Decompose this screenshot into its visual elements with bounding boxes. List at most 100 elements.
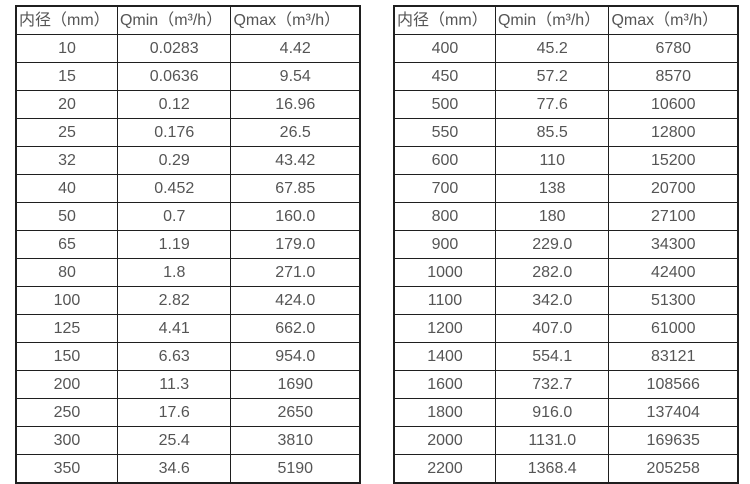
table-cell: 1200 (393, 314, 496, 343)
table-cell: 26.5 (230, 118, 361, 147)
table-cell: 2200 (393, 454, 496, 484)
table-cell: 0.7 (116, 202, 232, 231)
table-cell: 1.19 (116, 230, 232, 259)
column-header: 内径（mm） (393, 5, 496, 35)
table-cell: 179.0 (230, 230, 361, 259)
table-row: 250 17.6 2650 (15, 398, 361, 427)
table-cell: 916.0 (494, 398, 610, 427)
table-row: 2200 1368.4 205258 (393, 454, 739, 484)
table-cell: 800 (393, 202, 496, 231)
table-cell: 6.63 (116, 342, 232, 371)
table-row: 1400 554.1 83121 (393, 342, 739, 371)
table-row: 200 11.3 1690 (15, 370, 361, 399)
table-cell: 138 (494, 174, 610, 203)
table-cell: 27100 (608, 202, 739, 231)
table-row: 600 110 15200 (393, 146, 739, 175)
table-cell: 125 (15, 314, 118, 343)
table-row: 2000 1131.0 169635 (393, 426, 739, 455)
table-cell: 25.4 (116, 426, 232, 455)
table-cell: 16.96 (230, 90, 361, 119)
table-cell: 732.7 (494, 370, 610, 399)
table-cell: 80 (15, 258, 118, 287)
table-cell: 15 (15, 62, 118, 91)
table-cell: 700 (393, 174, 496, 203)
table-cell: 65 (15, 230, 118, 259)
table-row: 40 0.452 67.85 (15, 174, 361, 203)
table-row: 50 0.7 160.0 (15, 202, 361, 231)
table-row: 500 77.6 10600 (393, 90, 739, 119)
table-cell: 32 (15, 146, 118, 175)
table-cell: 180 (494, 202, 610, 231)
table-cell: 2000 (393, 426, 496, 455)
table-cell: 1600 (393, 370, 496, 399)
table-cell: 1000 (393, 258, 496, 287)
table-cell: 50 (15, 202, 118, 231)
table-cell: 5190 (230, 454, 361, 484)
table-cell: 2650 (230, 398, 361, 427)
table-cell: 550 (393, 118, 496, 147)
table-row: 15 0.0636 9.54 (15, 62, 361, 91)
table-cell: 57.2 (494, 62, 610, 91)
table-cell: 300 (15, 426, 118, 455)
table-cell: 10600 (608, 90, 739, 119)
table-cell: 4.41 (116, 314, 232, 343)
table-body: 400 45.2 6780 450 57.2 8570 500 77.6 10600 550 85.… (393, 34, 739, 484)
table-row: 1800 916.0 137404 (393, 398, 739, 427)
table-cell: 250 (15, 398, 118, 427)
table-cell: 83121 (608, 342, 739, 371)
table-cell: 61000 (608, 314, 739, 343)
flow-range-table-small-diameters: 内径（mm） Qmin（m³/h） Qmax（m³/h） 10 0.0283 4.42 15… (15, 5, 361, 484)
column-header: Qmin（m³/h） (116, 5, 232, 35)
table-row: 10 0.0283 4.42 (15, 34, 361, 63)
table-cell: 282.0 (494, 258, 610, 287)
table-header: 内径（mm） Qmin（m³/h） Qmax（m³/h） (15, 5, 361, 35)
table-cell: 4.42 (230, 34, 361, 63)
table-cell: 17.6 (116, 398, 232, 427)
table-cell: 424.0 (230, 286, 361, 315)
table-cell: 200 (15, 370, 118, 399)
table-row: 100 2.82 424.0 (15, 286, 361, 315)
table-cell: 350 (15, 454, 118, 484)
table-row: 32 0.29 43.42 (15, 146, 361, 175)
table-cell: 2.82 (116, 286, 232, 315)
table-cell: 42400 (608, 258, 739, 287)
table-cell: 400 (393, 34, 496, 63)
table-cell: 1368.4 (494, 454, 610, 484)
table-cell: 6780 (608, 34, 739, 63)
table-cell: 12800 (608, 118, 739, 147)
table-cell: 3810 (230, 426, 361, 455)
table-cell: 1131.0 (494, 426, 610, 455)
table-row: 700 138 20700 (393, 174, 739, 203)
table-cell: 11.3 (116, 370, 232, 399)
table-cell: 600 (393, 146, 496, 175)
table-cell: 20 (15, 90, 118, 119)
table-cell: 0.0283 (116, 34, 232, 63)
table-cell: 40 (15, 174, 118, 203)
table-cell: 554.1 (494, 342, 610, 371)
table-cell: 342.0 (494, 286, 610, 315)
table-cell: 160.0 (230, 202, 361, 231)
table-cell: 108566 (608, 370, 739, 399)
table-cell: 169635 (608, 426, 739, 455)
table-row: 1000 282.0 42400 (393, 258, 739, 287)
column-header: Qmax（m³/h） (230, 5, 361, 35)
table-cell: 110 (494, 146, 610, 175)
table-row: 25 0.176 26.5 (15, 118, 361, 147)
table-row: 900 229.0 34300 (393, 230, 739, 259)
table-cell: 229.0 (494, 230, 610, 259)
table-row: 150 6.63 954.0 (15, 342, 361, 371)
table-row: 65 1.19 179.0 (15, 230, 361, 259)
header-row: 内径（mm） Qmin（m³/h） Qmax（m³/h） (393, 5, 739, 35)
table-row: 80 1.8 271.0 (15, 258, 361, 287)
flow-range-table-large-diameters: 内径（mm） Qmin（m³/h） Qmax（m³/h） 400 45.2 6780 450… (393, 5, 739, 484)
table-cell: 407.0 (494, 314, 610, 343)
table-cell: 137404 (608, 398, 739, 427)
table-cell: 500 (393, 90, 496, 119)
table-cell: 662.0 (230, 314, 361, 343)
table-cell: 150 (15, 342, 118, 371)
table-cell: 1400 (393, 342, 496, 371)
header-row: 内径（mm） Qmin（m³/h） Qmax（m³/h） (15, 5, 361, 35)
column-header: 内径（mm） (15, 5, 118, 35)
table-cell: 51300 (608, 286, 739, 315)
